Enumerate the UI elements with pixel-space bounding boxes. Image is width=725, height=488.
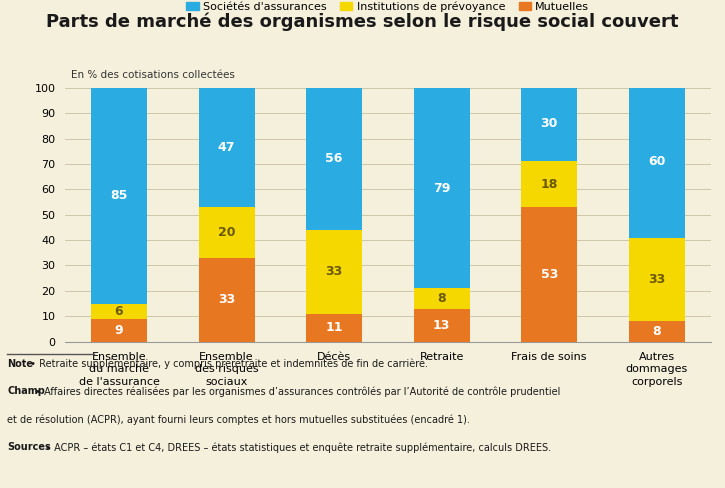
Bar bbox=[91, 319, 147, 342]
Text: 8: 8 bbox=[652, 325, 661, 338]
Text: 79: 79 bbox=[433, 182, 450, 195]
Text: 56: 56 bbox=[326, 152, 343, 165]
Bar bbox=[306, 88, 362, 230]
Bar bbox=[629, 238, 684, 321]
Text: 13: 13 bbox=[433, 319, 450, 332]
Text: 47: 47 bbox=[218, 141, 236, 154]
Text: 60: 60 bbox=[648, 155, 666, 168]
Text: 85: 85 bbox=[110, 189, 128, 202]
Bar bbox=[629, 85, 684, 238]
Text: 6: 6 bbox=[115, 305, 123, 318]
Bar bbox=[521, 85, 577, 162]
Legend: Sociétés d'assurances, Institutions de prévoyance, Mutuelles: Sociétés d'assurances, Institutions de p… bbox=[182, 0, 594, 17]
Text: Parts de marché des organismes selon le risque social couvert: Parts de marché des organismes selon le … bbox=[46, 12, 679, 31]
Text: En % des cotisations collectées: En % des cotisations collectées bbox=[70, 70, 234, 80]
Bar bbox=[521, 162, 577, 207]
Text: 20: 20 bbox=[218, 226, 236, 239]
Text: 9: 9 bbox=[115, 324, 123, 337]
Bar bbox=[414, 88, 470, 288]
Text: Champ: Champ bbox=[7, 386, 45, 396]
Text: 30: 30 bbox=[541, 117, 558, 130]
Text: 33: 33 bbox=[326, 265, 343, 278]
Text: 8: 8 bbox=[437, 292, 446, 305]
Bar bbox=[306, 314, 362, 342]
Text: • Affaires directes réalisées par les organismes d’assurances contrôlés par l’Au: • Affaires directes réalisées par les or… bbox=[32, 386, 560, 397]
Bar bbox=[199, 258, 254, 342]
Text: 33: 33 bbox=[218, 293, 235, 306]
Bar bbox=[629, 321, 684, 342]
Text: • ACPR – états C1 et C4, DREES – états statistiques et enquête retraite suppléme: • ACPR – états C1 et C4, DREES – états s… bbox=[42, 442, 551, 453]
Text: • Retraite supplémentaire, y compris préretraite et indemnités de fin de carrièr: • Retraite supplémentaire, y compris pré… bbox=[27, 359, 428, 369]
Bar bbox=[199, 88, 254, 207]
Bar bbox=[414, 308, 470, 342]
Bar bbox=[414, 288, 470, 308]
Text: Note: Note bbox=[7, 359, 33, 368]
Text: 33: 33 bbox=[648, 273, 666, 286]
Bar bbox=[91, 88, 147, 304]
Bar bbox=[199, 207, 254, 258]
Text: 18: 18 bbox=[541, 178, 558, 191]
Text: et de résolution (ACPR), ayant fourni leurs comptes et hors mutuelles substituée: et de résolution (ACPR), ayant fourni le… bbox=[7, 414, 470, 425]
Bar bbox=[521, 207, 577, 342]
Bar bbox=[91, 304, 147, 319]
Text: 53: 53 bbox=[541, 268, 558, 281]
Text: 11: 11 bbox=[326, 321, 343, 334]
Bar bbox=[306, 230, 362, 314]
Text: Sources: Sources bbox=[7, 442, 51, 452]
